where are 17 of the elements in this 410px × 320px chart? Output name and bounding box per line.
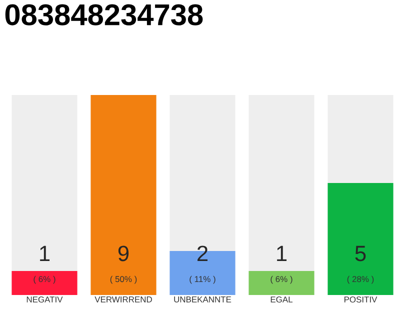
data-label: ( 6% ) — [270, 276, 292, 284]
x-tick-label: EGAL — [270, 296, 293, 303]
annotation: 9 — [118, 246, 129, 262]
data-label: ( 6% ) — [34, 276, 56, 284]
x-tick-label: VERWIRREND — [94, 296, 152, 302]
data-label: ( 11% ) — [190, 276, 216, 284]
x-tick-label: POSITIV — [344, 296, 378, 303]
x-tick-label: UNBEKANNTE — [174, 296, 232, 302]
x-tick-label: NEGATIV — [26, 296, 63, 303]
bar — [248, 271, 314, 295]
annotation: 1 — [277, 246, 287, 261]
data-label: ( 50% ) — [110, 276, 137, 284]
annotation: 5 — [355, 246, 366, 262]
bar — [12, 271, 78, 295]
chart-title: 083848234738 — [5, 4, 203, 26]
annotation: 1 — [40, 246, 50, 261]
data-label: ( 28% ) — [347, 276, 374, 284]
